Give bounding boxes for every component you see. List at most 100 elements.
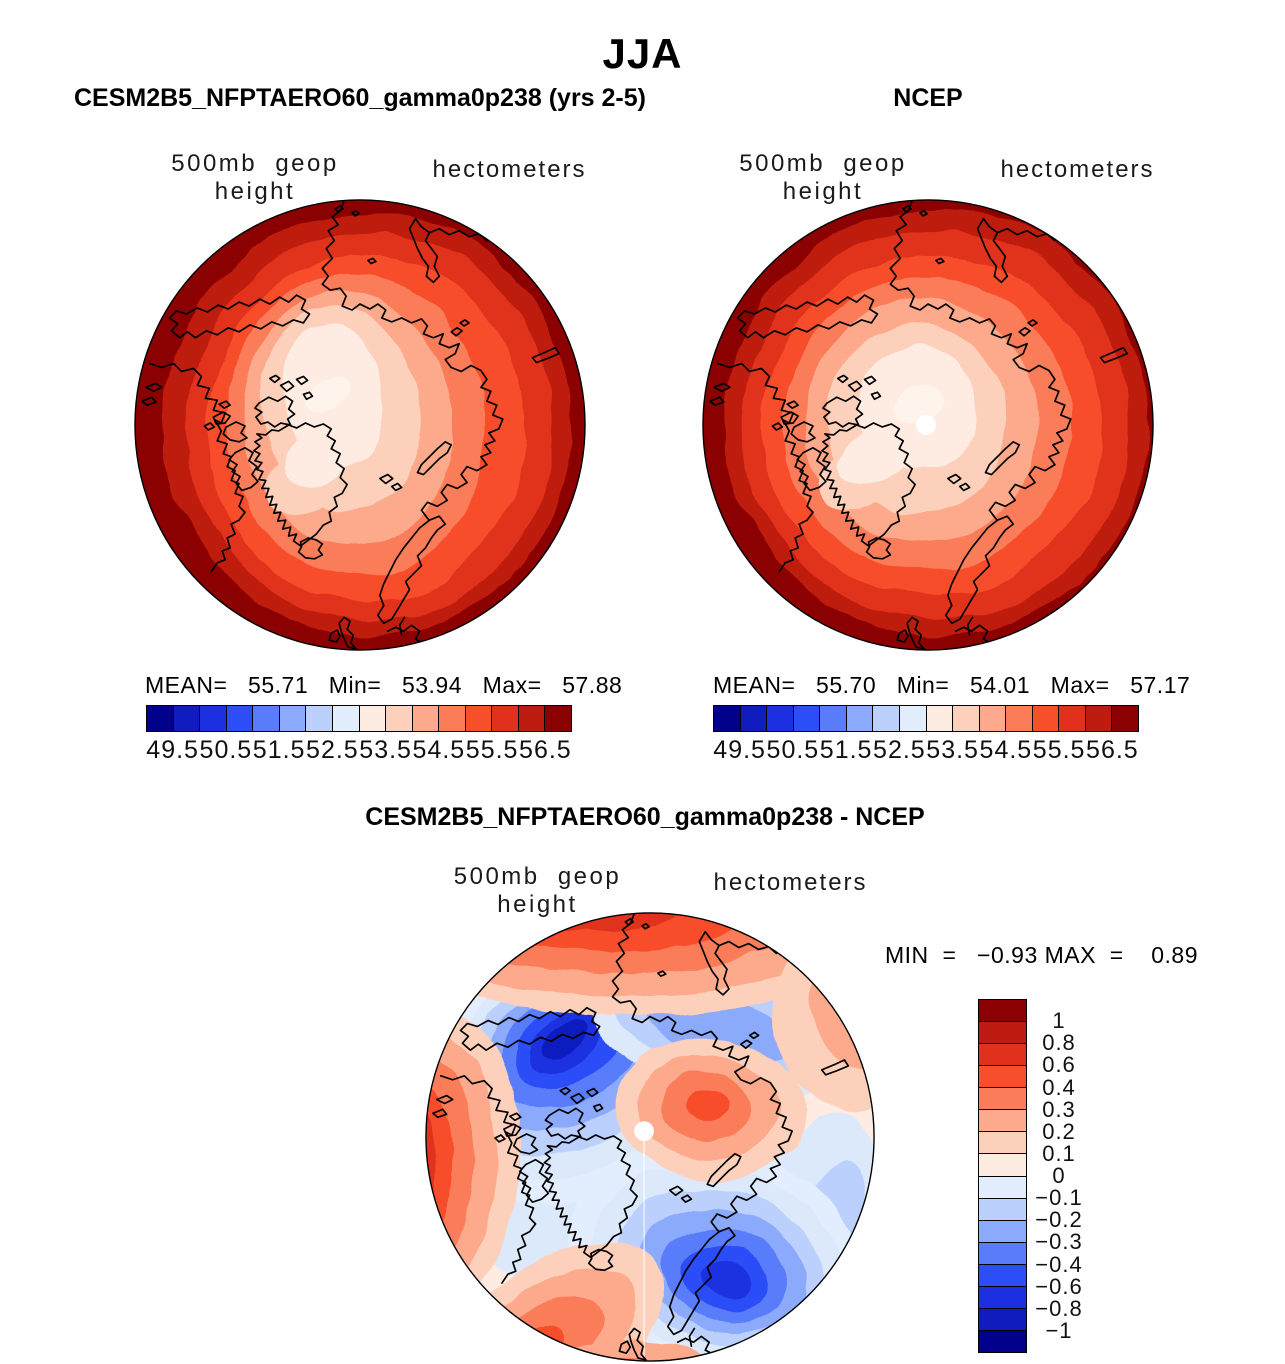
colorbar-cell: [979, 1329, 1026, 1352]
diff-map: [425, 912, 875, 1362]
model-colorbar-ticks: 49.5 50.5 51.5 52.5 53.5 54.5 55.5 56.5: [146, 736, 572, 766]
colorbar-tick-label: 0.8: [1042, 1030, 1076, 1056]
colorbar-cell: [225, 706, 253, 731]
diff-colorbar-ticks: 1 0.8 0.6 0.4 0.3 0.2 0.1 0 −0.1 −0.2 −0.3 −0.4 −0.6…: [1030, 999, 1088, 1353]
colorbar-cell: [979, 1043, 1026, 1066]
colorbar-tick-label: 54.5: [979, 736, 1033, 764]
colorbar-tick-label: −0.4: [1035, 1251, 1083, 1277]
colorbar-tick-label: 52.5: [306, 736, 359, 764]
colorbar-cell: [252, 706, 279, 731]
colorbar-tick-label: 52.5: [873, 736, 926, 764]
colorbar-cell: [979, 1153, 1026, 1176]
colorbar-cell: [979, 1109, 1026, 1132]
colorbar-cell: [305, 706, 332, 731]
colorbar-tick-label: −0.2: [1035, 1207, 1083, 1233]
colorbar-tick-label: 53.5: [926, 736, 979, 764]
colorbar-cell: [1005, 706, 1032, 731]
colorbar-cell: [1058, 706, 1085, 731]
colorbar-tick-label: 0.6: [1042, 1052, 1076, 1078]
colorbar-tick-label: 51.5: [252, 736, 306, 764]
colorbar-cell: [979, 1021, 1026, 1044]
ncep-colorbar-ticks: 49.5 50.5 51.5 52.5 53.5 54.5 55.5 56.5: [713, 736, 1139, 766]
ncep-panel-title: NCEP: [893, 84, 963, 112]
colorbar-cell: [845, 706, 873, 731]
colorbar-cell: [819, 706, 846, 731]
ncep-map: [702, 199, 1154, 651]
colorbar-cell: [979, 1000, 1026, 1022]
diff-minmax: MIN = −0.93 MAX = 0.89: [885, 942, 1199, 968]
colorbar-cell: [1084, 706, 1112, 731]
colorbar-cell: [872, 706, 899, 731]
colorbar-cell: [979, 1219, 1026, 1242]
ncep-units-label: hectometers: [1000, 156, 1155, 183]
model-colorbar: [146, 705, 572, 732]
diff-pole-gap-dot: [634, 1121, 654, 1141]
colorbar-cell: [278, 706, 306, 731]
diff-field-label: 500mb geop height: [453, 863, 622, 918]
model-map: [134, 199, 586, 651]
diff-panel-title: CESM2B5_NFPTAERO60_gamma0p238 - NCEP: [365, 803, 925, 831]
colorbar-tick-label: −0.1: [1035, 1185, 1083, 1211]
colorbar-tick-label: 49.5: [146, 736, 199, 764]
ncep-pole-gap-dot: [916, 415, 936, 435]
colorbar-cell: [979, 1241, 1026, 1264]
colorbar-cell: [898, 706, 926, 731]
colorbar-tick-label: 0.4: [1042, 1074, 1076, 1100]
colorbar-cell: [979, 1131, 1026, 1154]
colorbar-tick-label: 55.5: [465, 736, 519, 764]
colorbar-cell: [517, 706, 545, 731]
model-panel-title: CESM2B5_NFPTAERO60_gamma0p238 (yrs 2-5): [74, 84, 646, 112]
colorbar-tick-label: 0.2: [1042, 1118, 1076, 1144]
colorbar-cell: [979, 1285, 1026, 1308]
colorbar-cell: [952, 706, 979, 731]
colorbar-cell: [464, 706, 492, 731]
diff-meridian-line: [643, 1140, 645, 1362]
colorbar-tick-label: 0.1: [1042, 1140, 1076, 1166]
colorbar-tick-label: −0.6: [1035, 1273, 1083, 1299]
diff-map-border: [425, 912, 875, 1362]
ncep-colorbar: [713, 705, 1139, 732]
colorbar-cell: [491, 706, 518, 731]
colorbar-tick-label: 56.5: [519, 736, 572, 764]
colorbar-cell: [979, 1263, 1026, 1286]
colorbar-cell: [979, 1307, 1026, 1330]
colorbar-cell: [385, 706, 412, 731]
model-contour-fills: [163, 213, 573, 637]
colorbar-tick-label: −0.3: [1035, 1229, 1083, 1255]
colorbar-cell: [358, 706, 386, 731]
colorbar-cell: [979, 1175, 1026, 1198]
model-stats: MEAN= 55.71 Min= 53.94 Max= 57.88: [145, 672, 623, 698]
colorbar-cell: [766, 706, 793, 731]
ncep-field-label: 500mb geop height: [739, 150, 907, 205]
colorbar-cell: [544, 706, 571, 731]
diff-colorbar: [978, 999, 1027, 1353]
colorbar-tick-label: 54.5: [412, 736, 466, 764]
ncep-map-border: [702, 199, 1154, 651]
colorbar-cell: [411, 706, 439, 731]
colorbar-cell: [172, 706, 200, 731]
colorbar-tick-label: −0.8: [1035, 1295, 1083, 1321]
diff-units-label: hectometers: [713, 869, 868, 896]
colorbar-cell: [438, 706, 465, 731]
model-map-border: [134, 199, 586, 651]
colorbar-cell: [979, 1065, 1026, 1088]
colorbar-tick-label: 55.5: [1032, 736, 1086, 764]
colorbar-tick-label: 56.5: [1086, 736, 1139, 764]
colorbar-tick-label: 53.5: [359, 736, 412, 764]
colorbar-cell: [925, 706, 953, 731]
colorbar-cell: [792, 706, 820, 731]
colorbar-cell: [331, 706, 359, 731]
colorbar-tick-label: −1: [1045, 1317, 1073, 1343]
colorbar-cell: [979, 1197, 1026, 1220]
colorbar-tick-label: 1: [1052, 1008, 1066, 1034]
model-units-label: hectometers: [432, 156, 587, 183]
ncep-contour-fills: [725, 209, 1151, 637]
colorbar-tick-label: 51.5: [819, 736, 873, 764]
colorbar-cell: [978, 706, 1006, 731]
colorbar-cell: [147, 706, 173, 731]
colorbar-cell: [199, 706, 226, 731]
colorbar-tick-label: 0: [1052, 1163, 1066, 1188]
colorbar-cell: [1031, 706, 1059, 731]
colorbar-tick-label: 50.5: [766, 736, 820, 764]
